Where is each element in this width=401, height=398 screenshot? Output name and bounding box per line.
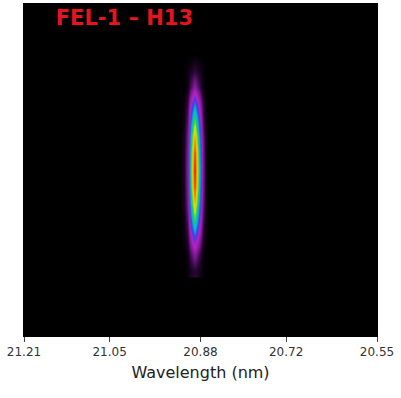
svg-text:21.05: 21.05 bbox=[92, 345, 126, 359]
svg-text:FEL-1 – H13: FEL-1 – H13 bbox=[56, 6, 193, 30]
svg-text:20.55: 20.55 bbox=[360, 345, 394, 359]
svg-text:20.72: 20.72 bbox=[269, 345, 303, 359]
svg-text:20.88: 20.88 bbox=[183, 345, 217, 359]
svg-text:Wavelength (nm): Wavelength (nm) bbox=[131, 363, 269, 382]
svg-text:21.21: 21.21 bbox=[7, 345, 41, 359]
